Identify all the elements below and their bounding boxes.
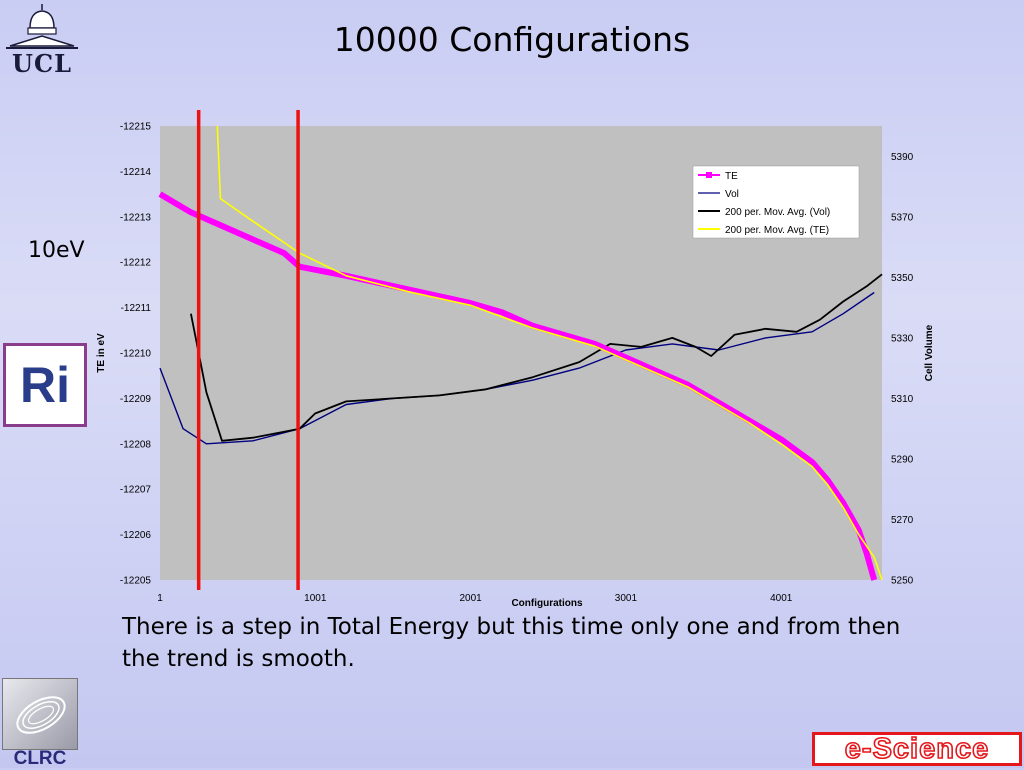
slide-title: 10000 Configurations	[333, 20, 691, 59]
escience-logo-text: e-Science	[844, 733, 990, 765]
ucl-logo: UCL	[2, 2, 82, 90]
right-axis-title: Cell Volume	[924, 324, 935, 381]
ucl-dome-icon	[6, 4, 78, 49]
left-axis-ticks: -12215 -12214 -12213 -12212 -12211 -12210 -122…	[120, 122, 152, 587]
legend-label-te: TE	[725, 171, 738, 182]
right-axis-ticks: 5390 5370 5350 5330 5310 5290 5270 5250	[891, 152, 914, 587]
left-tick-label: -12206	[120, 530, 152, 541]
marker-lines	[196, 110, 300, 590]
left-tick-label: -12207	[120, 485, 152, 496]
escience-logo: e-Science	[812, 732, 1022, 766]
series-layer	[158, 125, 883, 581]
series-line-te	[158, 191, 878, 581]
right-tick-label: 5350	[891, 273, 914, 284]
legend-label-vol-avg: 200 per. Mov. Avg. (Vol)	[725, 207, 830, 218]
ri-logo-text: Ri	[20, 357, 70, 413]
x-axis-ticks: 1 1001 2001 3001 4001	[157, 593, 793, 604]
series-line-vol	[159, 291, 875, 445]
left-tick-label: -12210	[120, 349, 152, 360]
ucl-logo-text: UCL	[12, 49, 72, 78]
left-tick-label: -12211	[121, 303, 152, 314]
left-tick-label: -12213	[120, 212, 152, 223]
clrc-swirl-icon	[2, 678, 78, 750]
energy-label: 10eV	[28, 238, 85, 263]
left-tick-label: -12212	[120, 258, 152, 269]
x-tick-label: 4001	[770, 593, 793, 604]
left-tick-label: -12205	[120, 576, 152, 587]
left-tick-label: -12215	[120, 122, 152, 133]
series-line-200-per-mov-avg-vol	[190, 273, 883, 442]
ri-logo: Ri	[3, 343, 87, 427]
series-line-200-per-mov-avg-te	[216, 125, 883, 581]
right-tick-label: 5250	[891, 576, 914, 587]
clrc-logo-text: CLRC	[13, 748, 67, 769]
slide-caption: There is a step in Total Energy but this…	[122, 614, 901, 672]
legend-label-te-avg: 200 per. Mov. Avg. (TE)	[725, 225, 829, 236]
legend-box	[692, 165, 860, 239]
x-tick-label: 1001	[304, 593, 327, 604]
left-tick-label: -12208	[120, 439, 152, 450]
right-tick-label: 5330	[891, 333, 914, 344]
clrc-logo: CLRC	[2, 678, 78, 769]
right-tick-label: 5290	[891, 454, 914, 465]
left-axis-title: TE in eV	[96, 333, 107, 373]
chart-legend: TE Vol 200 per. Mov. Avg. (Vol) 200 per.…	[692, 165, 860, 239]
legend-marker-te	[706, 172, 712, 178]
x-tick-label: 3001	[615, 593, 638, 604]
right-tick-label: 5390	[891, 152, 914, 163]
right-tick-label: 5370	[891, 212, 914, 223]
legend-label-vol: Vol	[725, 189, 739, 200]
right-tick-label: 5270	[891, 515, 914, 526]
right-tick-label: 5310	[891, 394, 914, 405]
left-tick-label: -12214	[120, 167, 152, 178]
x-tick-label: 2001	[459, 593, 482, 604]
x-tick-label: 1	[157, 593, 163, 604]
left-tick-label: -12209	[120, 394, 152, 405]
x-axis-title: Configurations	[511, 598, 583, 609]
